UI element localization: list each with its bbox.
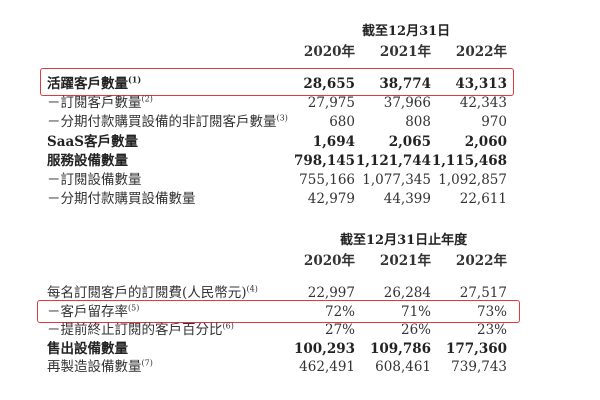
cell-value: 26% [400, 322, 431, 339]
cell-value: 1,077,345 [362, 172, 431, 188]
section1-header: 截至12月31日 [362, 24, 451, 39]
cell-value: 43,313 [455, 76, 507, 92]
footnote-ref: (6) [222, 321, 234, 331]
cell-value: 970 [481, 114, 507, 131]
table-row: SaaS客戶數量 1,694 2,065 2,060 [0, 133, 600, 152]
section2-year-2022年: 2022年 [455, 253, 507, 269]
cell-value: 27,975 [307, 95, 355, 112]
cell-value: 1,092,857 [438, 172, 507, 188]
table-row: －分期付款購買設備數量 42,979 44,399 22,611 [0, 190, 600, 209]
cell-value: 1,115,468 [431, 152, 507, 169]
cell-value: 28,655 [303, 76, 355, 92]
cell-value: 608,461 [375, 359, 431, 376]
cell-value: 100,293 [293, 340, 355, 357]
cell-value: 1,694 [312, 133, 355, 150]
table-row: －分期付款購買設備的非訂閱客戶數量(3) 680 808 970 [0, 113, 600, 132]
footnote-ref: (7) [141, 358, 153, 368]
section1-year-2022年: 2022年 [455, 44, 507, 60]
table-row: 再製造設備數量(7) 462,491 608,461 739,743 [0, 358, 600, 377]
cell-value: 109,786 [369, 340, 431, 357]
highlight-box [37, 300, 520, 323]
table-row: 每名訂閱客戶的訂閱費(人民幣元)(4) 22,997 26,284 27,517 [0, 284, 600, 303]
cell-value: 23% [476, 322, 507, 339]
section1-year-2020年: 2020年 [303, 44, 355, 60]
table-row: －訂閱設備數量 755,166 1,077,345 1,092,857 [0, 171, 600, 190]
cell-value: 27% [324, 322, 355, 339]
footnote-ref: (3) [276, 113, 288, 123]
row-label: 服務設備數量 [47, 152, 128, 169]
cell-value: 71% [400, 303, 431, 320]
cell-value: 680 [329, 114, 355, 131]
section2-year-2020年: 2020年 [303, 253, 355, 269]
table-row: 售出設備數量 100,293 109,786 177,360 [0, 340, 600, 359]
row-label: 再製造設備數量(7) [47, 358, 153, 376]
footnote-ref: (2) [141, 94, 153, 104]
row-label: －提前終止訂閱的客戶百分比(6) [47, 321, 234, 339]
row-label: SaaS客戶數量 [47, 133, 138, 150]
row-label: －分期付款購買設備數量 [47, 191, 196, 208]
cell-value: 42,979 [307, 191, 355, 208]
row-label: 每名訂閱客戶的訂閱費(人民幣元)(4) [47, 284, 258, 301]
cell-value: 2,060 [464, 133, 507, 150]
cell-value: 37,966 [383, 95, 431, 112]
row-label: －訂閱設備數量 [47, 172, 142, 188]
cell-value: 22,611 [459, 191, 507, 208]
cell-value: 739,743 [451, 359, 507, 376]
cell-value: 22,997 [307, 285, 355, 301]
cell-value: 1,121,744 [355, 152, 431, 169]
cell-value: 42,343 [459, 95, 507, 112]
cell-value: 26,284 [383, 285, 431, 301]
cell-value: 73% [476, 303, 507, 320]
footnote-ref: (1) [128, 74, 142, 85]
section2-year-2021年: 2021年 [379, 253, 431, 269]
cell-value: 808 [405, 114, 431, 131]
cell-value: 2,065 [388, 133, 431, 150]
cell-value: 72% [324, 303, 355, 320]
cell-value: 462,491 [299, 359, 355, 376]
row-label: －訂閱客戶數量(2) [47, 94, 153, 112]
row-label: 活躍客戶數量(1) [47, 74, 142, 93]
cell-value: 798,145 [293, 152, 355, 169]
section1-year-2021年: 2021年 [379, 44, 431, 60]
table-row: －客戶留存率(5) 72% 71% 73% [0, 303, 600, 322]
highlight-box [40, 68, 514, 96]
table-row: 活躍客戶數量(1) 28,655 38,774 43,313 [0, 75, 600, 94]
row-label: －客戶留存率(5) [47, 303, 140, 320]
cell-value: 755,166 [299, 172, 355, 188]
row-label: －分期付款購買設備的非訂閱客戶數量(3) [47, 113, 288, 131]
cell-value: 177,360 [445, 340, 507, 357]
cell-value: 27,517 [459, 285, 507, 301]
table-row: －提前終止訂閱的客戶百分比(6) 27% 26% 23% [0, 321, 600, 340]
table-row: －訂閱客戶數量(2) 27,975 37,966 42,343 [0, 94, 600, 113]
footnote-ref: (5) [128, 303, 140, 313]
section2-header: 截至12月31日止年度 [340, 233, 468, 248]
footnote-ref: (4) [246, 284, 258, 294]
table-row: 服務設備數量 798,145 1,121,744 1,115,468 [0, 152, 600, 171]
row-label: 售出設備數量 [47, 340, 128, 357]
cell-value: 38,774 [379, 76, 431, 92]
cell-value: 44,399 [383, 191, 431, 208]
